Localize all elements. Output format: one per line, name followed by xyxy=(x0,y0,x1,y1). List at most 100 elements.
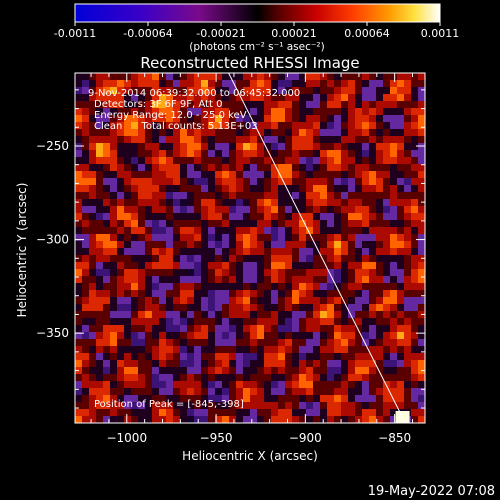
heatmap-cell xyxy=(313,353,321,361)
heatmap-cell xyxy=(110,87,118,95)
heatmap-cell xyxy=(362,339,370,347)
heatmap-cell xyxy=(117,262,125,270)
heatmap-cell xyxy=(411,381,419,389)
heatmap-cell xyxy=(411,129,419,137)
heatmap-cell xyxy=(110,241,118,249)
heatmap-cell xyxy=(96,199,104,207)
heatmap-cell xyxy=(327,269,335,277)
heatmap-cell xyxy=(404,185,412,193)
heatmap-cell xyxy=(299,339,307,347)
heatmap-cell xyxy=(229,178,237,186)
heatmap-cell xyxy=(292,276,300,284)
heatmap-cell xyxy=(306,220,314,228)
heatmap-cell xyxy=(369,262,377,270)
heatmap-cell xyxy=(229,325,237,333)
heatmap-cell xyxy=(208,227,216,235)
heatmap-cell xyxy=(173,262,181,270)
heatmap-cell xyxy=(250,87,258,95)
heatmap-cell xyxy=(376,283,384,291)
heatmap-cell xyxy=(96,171,104,179)
heatmap-cell xyxy=(215,311,223,319)
heatmap-cell xyxy=(285,108,293,116)
heatmap-cell xyxy=(369,87,377,95)
heatmap-cell xyxy=(313,94,321,102)
heatmap-cell xyxy=(320,262,328,270)
heatmap-cell xyxy=(215,269,223,277)
heatmap-cell xyxy=(103,325,111,333)
heatmap-cell xyxy=(229,136,237,144)
heatmap-cell xyxy=(397,199,405,207)
heatmap-cell xyxy=(264,213,272,221)
heatmap-cell xyxy=(334,227,342,235)
heatmap-cell xyxy=(404,213,412,221)
heatmap-cell xyxy=(313,171,321,179)
heatmap-cell xyxy=(201,388,209,396)
heatmap-cell xyxy=(334,94,342,102)
heatmap-cell xyxy=(82,283,90,291)
heatmap-cell xyxy=(208,381,216,389)
heatmap-cell xyxy=(299,80,307,88)
heatmap-cell xyxy=(411,206,419,214)
heatmap-cell xyxy=(243,304,251,312)
heatmap-cell xyxy=(257,192,265,200)
heatmap-cell xyxy=(180,150,188,158)
heatmap-cell xyxy=(355,80,363,88)
heatmap-cell xyxy=(166,332,174,340)
heatmap-cell xyxy=(145,185,153,193)
heatmap-cell xyxy=(264,234,272,242)
heatmap-cell xyxy=(145,416,153,423)
heatmap-cell xyxy=(404,346,412,354)
heatmap-cell xyxy=(411,185,419,193)
heatmap-cell xyxy=(82,73,90,81)
heatmap-cell xyxy=(152,185,160,193)
heatmap-cell xyxy=(110,374,118,382)
heatmap-cell xyxy=(124,122,132,130)
heatmap-cell xyxy=(397,143,405,151)
heatmap-cell xyxy=(194,199,202,207)
heatmap-cell xyxy=(131,374,139,382)
heatmap-cell xyxy=(397,101,405,109)
heatmap-cell xyxy=(292,241,300,249)
heatmap-cell xyxy=(313,80,321,88)
heatmap-cell xyxy=(236,304,244,312)
heatmap-cell xyxy=(292,199,300,207)
heatmap-cell xyxy=(229,304,237,312)
heatmap-cell xyxy=(376,192,384,200)
heatmap-cell xyxy=(75,409,83,417)
heatmap-cell xyxy=(271,178,279,186)
heatmap-cell xyxy=(320,171,328,179)
heatmap-cell xyxy=(264,101,272,109)
heatmap-cell xyxy=(278,108,286,116)
heatmap-cell xyxy=(250,409,258,417)
heatmap-cell xyxy=(110,101,118,109)
heatmap-cell xyxy=(271,122,279,130)
heatmap-cell xyxy=(173,269,181,277)
heatmap-cell xyxy=(82,255,90,263)
heatmap-cell xyxy=(187,339,195,347)
heatmap-cell xyxy=(320,157,328,165)
heatmap-cell xyxy=(397,227,405,235)
heatmap-cell xyxy=(306,304,314,312)
heatmap-cell xyxy=(166,255,174,263)
heatmap-cell xyxy=(362,73,370,81)
heatmap-cell xyxy=(75,304,83,312)
heatmap-cell xyxy=(299,213,307,221)
heatmap-cell xyxy=(124,108,132,116)
heatmap-cell xyxy=(201,143,209,151)
heatmap-cell xyxy=(257,276,265,284)
heatmap-cell xyxy=(411,409,419,417)
heatmap-cell xyxy=(404,122,412,130)
heatmap-cell xyxy=(208,101,216,109)
heatmap-cell xyxy=(138,108,146,116)
heatmap-cell xyxy=(369,416,377,423)
heatmap-cell xyxy=(278,262,286,270)
heatmap-cell xyxy=(166,290,174,298)
heatmap-cell xyxy=(376,164,384,172)
heatmap-cell xyxy=(194,367,202,375)
heatmap-cell xyxy=(173,416,181,423)
heatmap-cell xyxy=(418,108,425,116)
heatmap-cell xyxy=(89,129,97,137)
heatmap-cell xyxy=(299,234,307,242)
heatmap-cell xyxy=(82,80,90,88)
heatmap-cell xyxy=(222,248,230,256)
